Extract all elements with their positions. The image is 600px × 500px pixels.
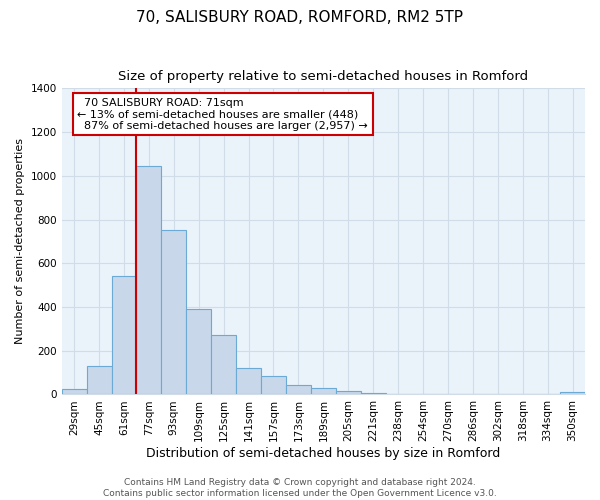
Bar	[236, 368, 261, 394]
Text: Contains HM Land Registry data © Crown copyright and database right 2024.
Contai: Contains HM Land Registry data © Crown c…	[103, 478, 497, 498]
Bar	[136, 166, 161, 394]
Bar	[161, 230, 186, 394]
Bar	[261, 376, 286, 394]
Y-axis label: Number of semi-detached properties: Number of semi-detached properties	[15, 138, 25, 344]
Bar	[62, 389, 86, 394]
Bar	[86, 366, 112, 394]
X-axis label: Distribution of semi-detached houses by size in Romford: Distribution of semi-detached houses by …	[146, 447, 500, 460]
Bar	[286, 384, 311, 394]
Bar	[112, 276, 136, 394]
Bar	[311, 388, 336, 394]
Text: 70 SALISBURY ROAD: 71sqm
← 13% of semi-detached houses are smaller (448)
  87% o: 70 SALISBURY ROAD: 71sqm ← 13% of semi-d…	[77, 98, 368, 130]
Title: Size of property relative to semi-detached houses in Romford: Size of property relative to semi-detach…	[118, 70, 529, 83]
Bar	[211, 336, 236, 394]
Text: 70, SALISBURY ROAD, ROMFORD, RM2 5TP: 70, SALISBURY ROAD, ROMFORD, RM2 5TP	[137, 10, 464, 25]
Bar	[336, 391, 361, 394]
Bar	[560, 392, 585, 394]
Bar	[186, 309, 211, 394]
